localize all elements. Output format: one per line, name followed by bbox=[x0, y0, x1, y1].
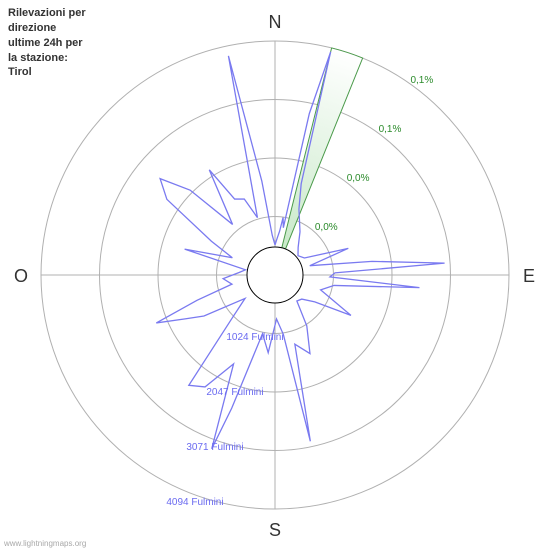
pct-label: 0,1% bbox=[410, 75, 433, 86]
fulmini-label: 1024 Fulmini bbox=[226, 332, 283, 343]
cardinal-label: S bbox=[269, 520, 281, 540]
chart-title: Rilevazioni per direzione ultime 24h per… bbox=[8, 6, 86, 80]
pct-label: 0,0% bbox=[315, 222, 338, 233]
cardinal-label: E bbox=[523, 266, 535, 286]
polar-chart: 0,0% 0,0% 0,1% 0,1% 1024 Fulmini 2047 Fulmini… bbox=[0, 0, 550, 550]
cardinal-label: O bbox=[14, 266, 28, 286]
attribution-text: www.lightningmaps.org bbox=[4, 539, 86, 548]
chart-container: Rilevazioni per direzione ultime 24h per… bbox=[0, 0, 550, 550]
pct-label: 0,1% bbox=[379, 124, 402, 135]
fulmini-label: 4094 Fulmini bbox=[166, 497, 223, 508]
inner-ring bbox=[247, 247, 303, 303]
fulmini-label: 3071 Fulmini bbox=[186, 442, 243, 453]
fulmini-label: 2047 Fulmini bbox=[206, 387, 263, 398]
cardinal-label: N bbox=[269, 12, 282, 32]
pct-label: 0,0% bbox=[347, 173, 370, 184]
